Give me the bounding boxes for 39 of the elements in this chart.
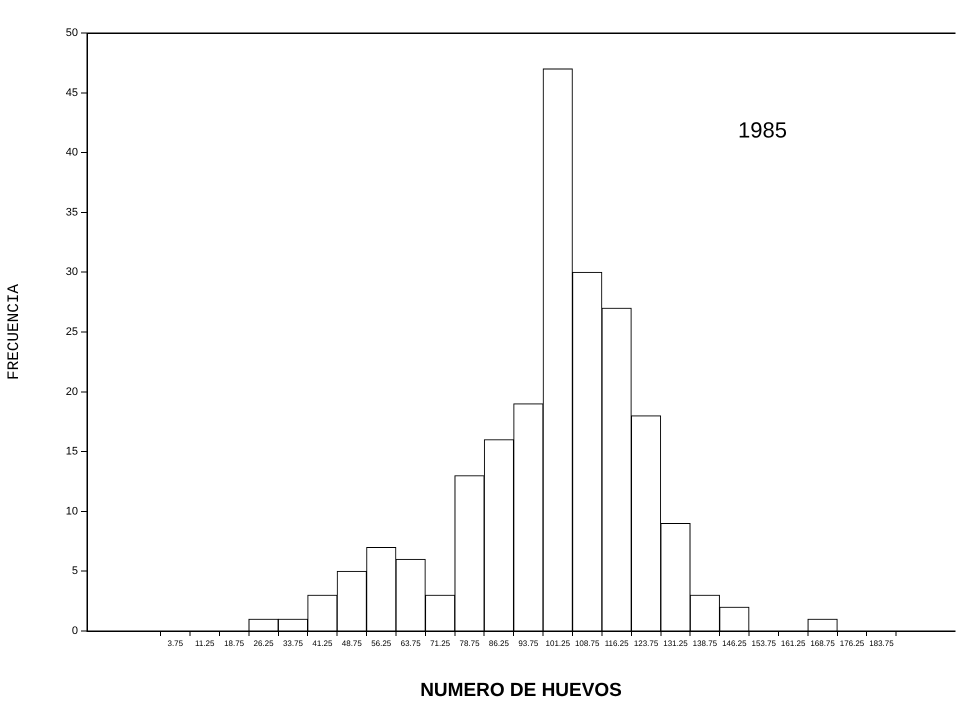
x-tick-label: 86.25 bbox=[488, 639, 510, 648]
x-tick-label: 138.75 bbox=[692, 639, 718, 648]
x-tick-label: 131.25 bbox=[663, 639, 688, 648]
x-tick-label: 41.25 bbox=[312, 639, 333, 648]
x-tick-label: 78.75 bbox=[459, 639, 480, 648]
x-tick-label: 26.25 bbox=[254, 639, 274, 648]
x-tick-label: 56.25 bbox=[371, 639, 392, 648]
x-tick-label: 3.75 bbox=[167, 639, 184, 648]
y-tick-label: 45 bbox=[66, 86, 78, 99]
x-tick-label: 123.75 bbox=[634, 639, 659, 648]
y-tick-label: 5 bbox=[72, 565, 78, 578]
x-tick-label: 183.75 bbox=[869, 639, 894, 648]
x-tick-label: 33.75 bbox=[282, 639, 304, 648]
y-tick-label: 30 bbox=[66, 266, 78, 278]
x-tick-label: 101.25 bbox=[546, 639, 571, 648]
y-tick-label: 40 bbox=[66, 146, 78, 159]
y-tick-label: 15 bbox=[66, 446, 78, 458]
x-tick-label: 71.25 bbox=[430, 639, 451, 648]
y-tick-label: 50 bbox=[66, 27, 78, 40]
x-tick-label: 48.75 bbox=[342, 639, 362, 648]
x-tick-label: 116.25 bbox=[604, 639, 630, 648]
y-tick-label: 35 bbox=[66, 206, 78, 218]
x-tick-label: 93.75 bbox=[518, 639, 539, 648]
x-tick-label: 108.75 bbox=[574, 639, 600, 648]
x-tick-label: 153.75 bbox=[752, 639, 777, 648]
x-tick-label: 63.75 bbox=[400, 639, 422, 648]
x-axis-title: NUMERO DE HUEVOS bbox=[420, 680, 622, 701]
y-axis-title: FRECUENCIA bbox=[4, 284, 23, 380]
x-tick-label: 18.75 bbox=[224, 639, 245, 648]
y-tick-label: 20 bbox=[66, 386, 78, 398]
x-tick-label: 161.25 bbox=[780, 639, 806, 648]
annotation: 1985 bbox=[738, 118, 787, 143]
y-tick-label: 10 bbox=[66, 505, 78, 518]
y-tick-label: 25 bbox=[66, 326, 78, 338]
x-tick-label: 168.75 bbox=[810, 639, 836, 648]
x-tick-label: 11.25 bbox=[194, 639, 215, 648]
x-tick-label: 176.25 bbox=[840, 639, 865, 648]
x-tick-label: 146.25 bbox=[722, 639, 748, 648]
y-tick-label: 0 bbox=[72, 625, 78, 638]
